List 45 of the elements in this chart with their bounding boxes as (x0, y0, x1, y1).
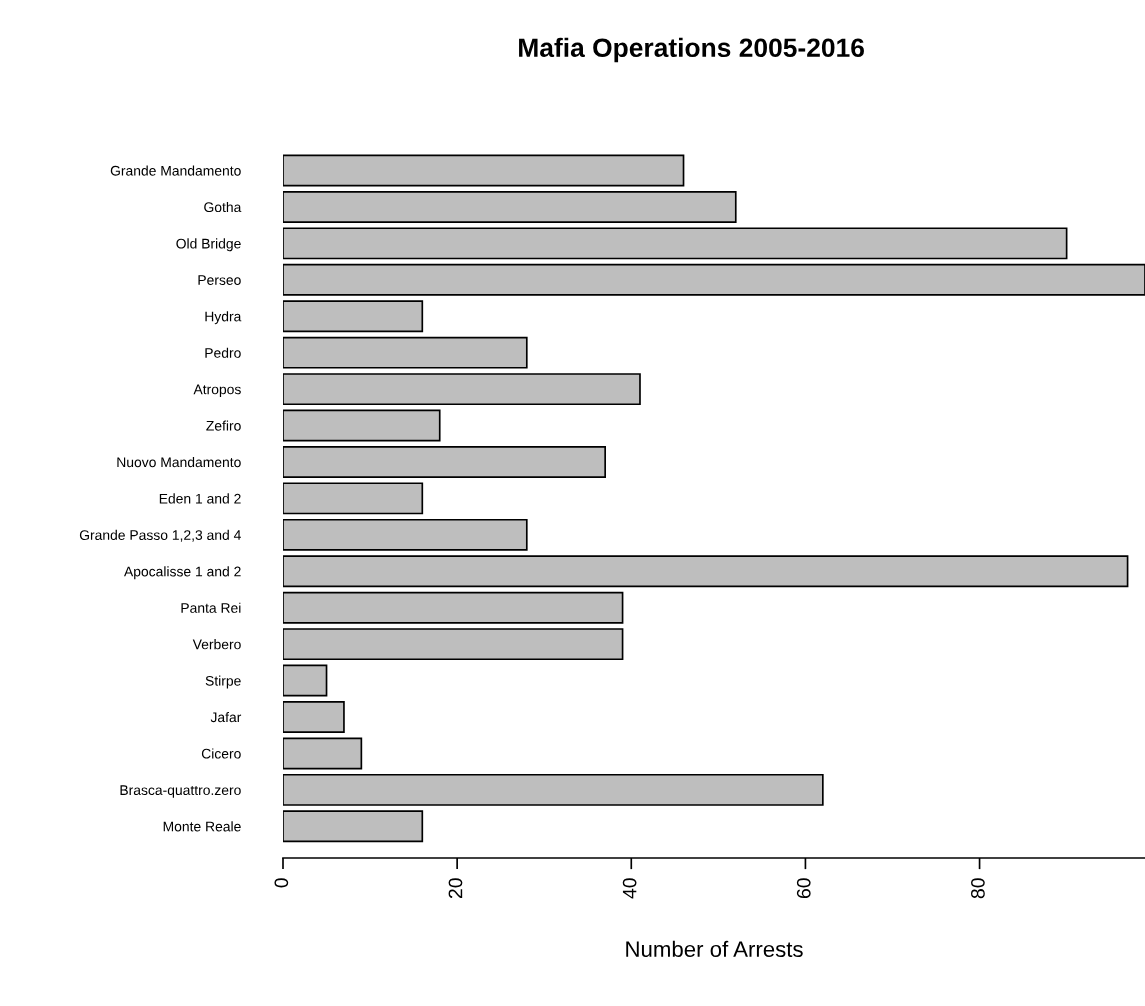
bar (283, 300, 424, 333)
bar (283, 518, 528, 551)
y-tick-label: Perseo (198, 275, 241, 285)
x-tick-label: 20 (448, 878, 463, 899)
bar (283, 737, 363, 770)
bar (283, 263, 1145, 296)
bar (283, 373, 641, 406)
x-tick-label: 40 (622, 878, 637, 899)
x-axis-title: Number of Arrests (626, 940, 803, 958)
y-tick-label: Atropos (193, 384, 241, 398)
y-tick-label: Panta Rei (181, 602, 241, 613)
y-tick-label: Old Bridge (176, 238, 241, 252)
x-tick-label: 60 (796, 878, 811, 899)
chart-title: Mafia Operations 2005-2016 (519, 37, 864, 63)
y-tick-label: Eden 1 and 2 (159, 493, 241, 504)
bar (283, 628, 624, 661)
bar (283, 154, 685, 187)
y-tick-label: Verbero (192, 639, 241, 650)
y-tick-label: Brasca-quattro.zero (120, 785, 241, 798)
y-tick-label: Nuovo Mandamento (117, 456, 241, 468)
y-tick-label: Hydra (205, 311, 242, 325)
bar (283, 227, 1068, 260)
y-tick-label: Cicero (201, 748, 241, 759)
x-tick-label: 80 (971, 878, 985, 899)
bar (283, 482, 424, 515)
y-tick-label: Gotha (204, 201, 242, 213)
bar (283, 409, 441, 442)
bar (283, 336, 528, 369)
bar (283, 701, 345, 733)
y-tick-label: Grande Mandamento (110, 165, 241, 176)
bar (283, 810, 424, 843)
bar (283, 555, 1129, 588)
y-tick-label: Stirpe (205, 675, 241, 689)
y-tick-label: Grande Passo 1,2,3 and 4 (79, 529, 241, 542)
y-tick-label: Monte Reale (163, 821, 241, 832)
bar (283, 446, 606, 478)
y-tick-label: Zefiro (206, 420, 241, 431)
y-tick-label: Apocalisse 1 and 2 (124, 566, 241, 580)
bar (283, 773, 824, 806)
bar (283, 664, 328, 697)
x-tick-label: 0 (274, 878, 289, 888)
y-tick-label: Jafar (210, 711, 242, 723)
y-tick-label: Pedro (205, 347, 241, 358)
bar (283, 190, 737, 223)
bar (283, 591, 624, 624)
